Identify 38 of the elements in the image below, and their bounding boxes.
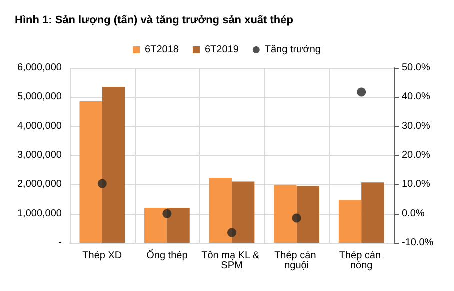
y2-tick-label: 50.0% <box>402 62 430 74</box>
x-tick-label: Thép XD <box>82 250 122 262</box>
bar <box>362 182 384 243</box>
y2-tick-label: 10.0% <box>402 179 430 190</box>
bar <box>144 208 168 243</box>
legend-label: 6T2018 <box>145 44 180 56</box>
bar <box>80 102 102 243</box>
x-tick-label: Ống thép <box>146 250 188 262</box>
point <box>228 228 236 238</box>
y2-tick-label: 20.0% <box>402 150 430 161</box>
bar <box>296 186 320 243</box>
point <box>292 214 302 223</box>
y-tick-label: 6,000,000 <box>18 62 62 74</box>
bar <box>209 178 232 243</box>
y-tick-label: 3,000,000 <box>18 150 62 161</box>
y-tick-label: 5,000,000 <box>18 92 62 103</box>
chart-title: Hình 1: Sản lượng (tấn) và tăng trưởng sản xuất thép <box>15 14 294 26</box>
point <box>357 88 366 97</box>
y2-tick-label: 30.0% <box>402 120 430 132</box>
legend-label: 6T2019 <box>204 44 240 56</box>
bar <box>274 185 297 243</box>
y-tick-label: - <box>58 238 62 248</box>
y2-tick-label: -10.0% <box>402 238 434 248</box>
bar <box>338 200 362 243</box>
bar <box>102 86 126 243</box>
y2-tick-label: 0.0% <box>402 208 425 220</box>
x-tick-label: Thép cán nguội <box>274 250 320 272</box>
x-tick-label: Thép cán nóng <box>339 250 384 272</box>
bar <box>232 182 255 243</box>
point <box>162 209 172 218</box>
point <box>98 179 107 188</box>
y-tick-label: 4,000,000 <box>18 120 62 132</box>
bar <box>167 208 190 243</box>
y-tick-label: 1,000,000 <box>18 208 62 220</box>
y2-tick-label: 40.0% <box>402 92 430 103</box>
x-tick-label: Tôn mạ KL & SPM <box>202 250 262 272</box>
y-tick-label: 2,000,000 <box>18 179 62 190</box>
legend-label: Tăng trưởng <box>264 44 321 56</box>
